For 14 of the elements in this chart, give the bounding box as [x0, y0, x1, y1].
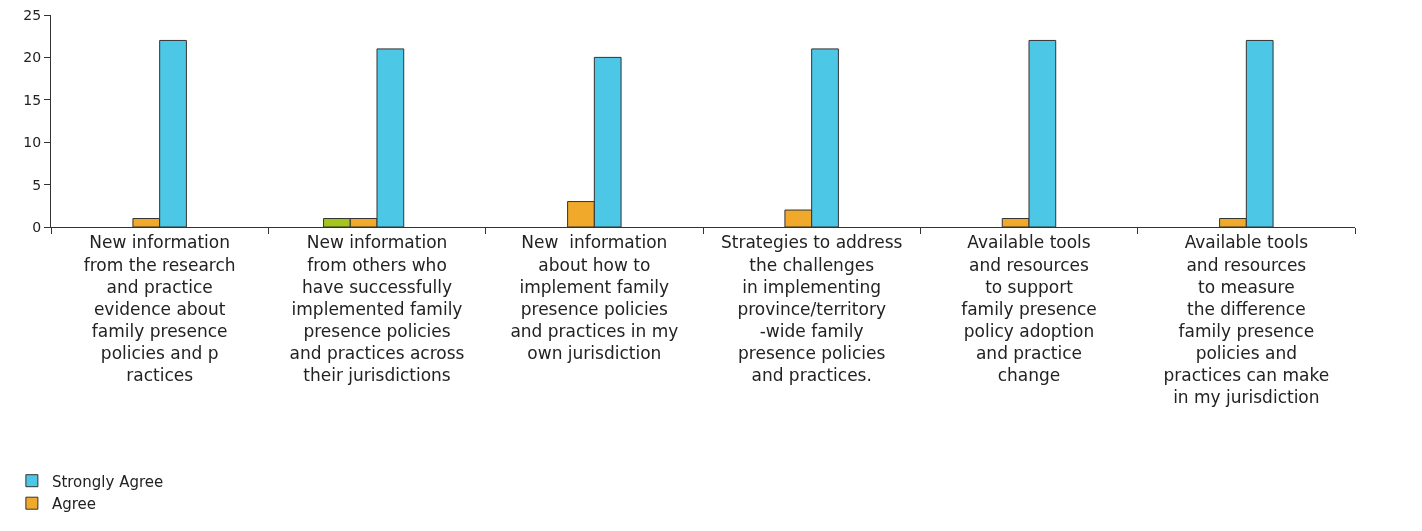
y-tick-label: 10 — [23, 134, 42, 151]
y-tick-label: 15 — [23, 91, 42, 108]
legend-label: Agree — [51, 495, 96, 514]
x-tick-label: New information about how to implement family presence policies and practices in my own jurisdiction — [510, 232, 679, 363]
x-tick-label: Available tools and resources to support family presence policy adoption and practice change — [961, 232, 1097, 385]
y-tick-label: 5 — [32, 176, 42, 193]
legend-label: Strongly Agree — [51, 472, 164, 491]
y-tick-label: 20 — [23, 49, 42, 66]
x-tick-label: New information from the research and practice evidence about family presence policies and p ractices — [83, 232, 236, 385]
y-tick-label: 25 — [23, 6, 42, 23]
x-tick-label: Available tools and resources to measure the difference family presence policies and practices can make in my jurisdiction — [1163, 232, 1330, 408]
y-tick-label: 0 — [32, 218, 42, 235]
x-tick-label: Strategies to address the challenges in implementing province/territory -wide family presence policies and practices. — [720, 232, 903, 385]
x-tick-label: New information from others who have successfully implemented family presence policies and practices across their jurisdictions — [289, 232, 465, 385]
